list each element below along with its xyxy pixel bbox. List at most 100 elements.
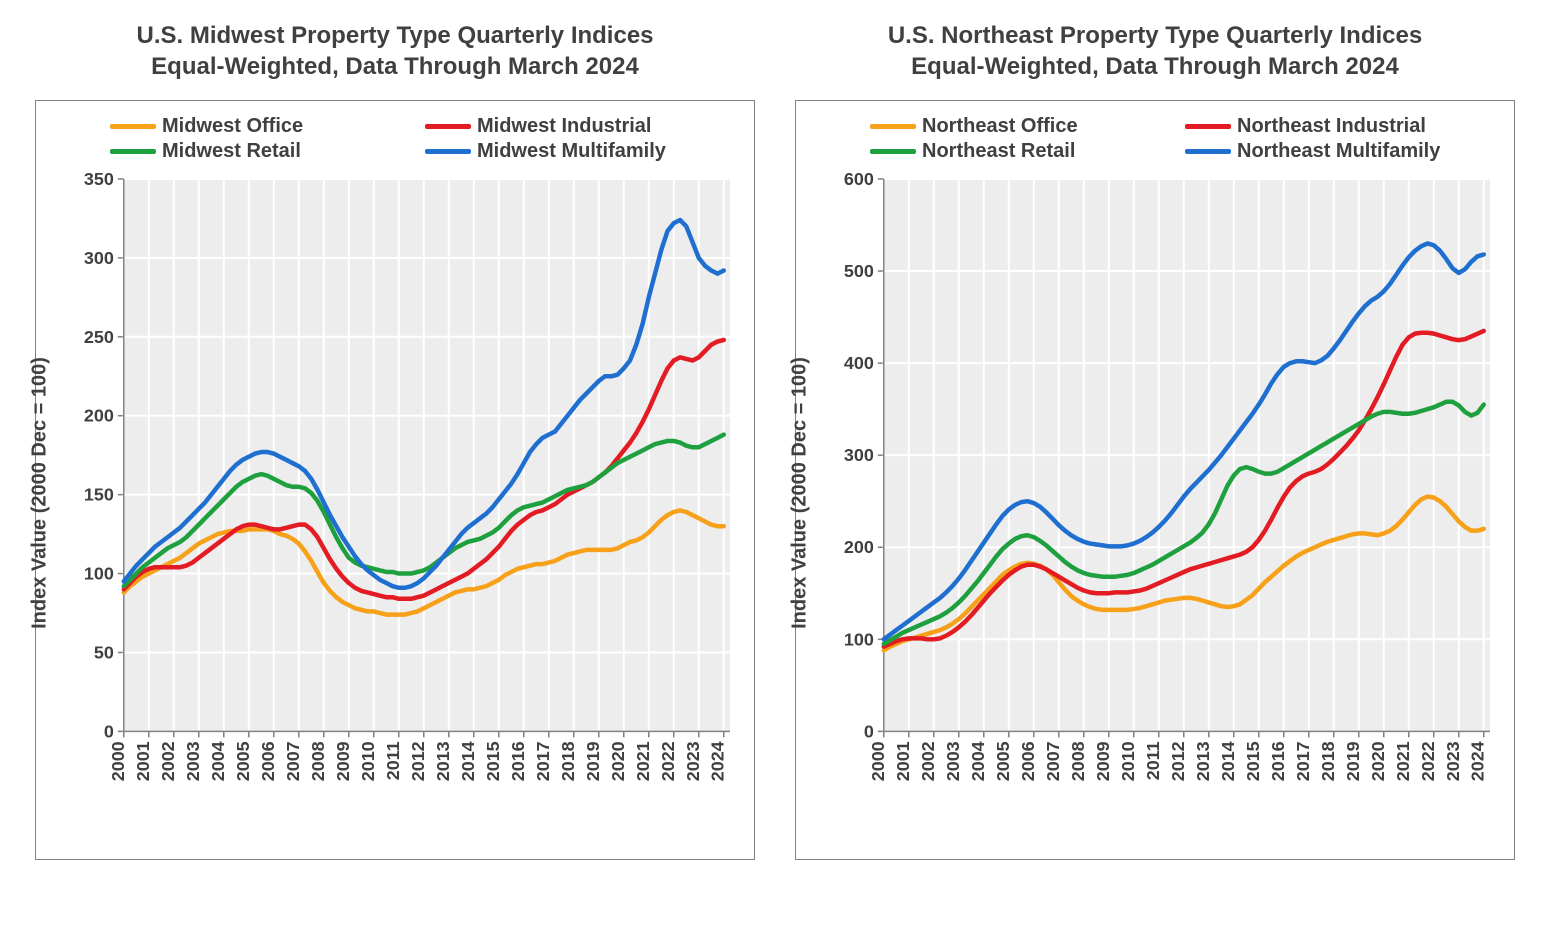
svg-text:2023: 2023 (683, 742, 703, 782)
svg-text:2020: 2020 (1368, 742, 1388, 782)
svg-text:2012: 2012 (408, 742, 428, 782)
legend-item: Midwest Industrial (425, 115, 740, 138)
legend-label: Northeast Industrial (1237, 115, 1426, 138)
legend-swatch (870, 124, 916, 129)
svg-text:2018: 2018 (558, 742, 578, 782)
svg-text:2008: 2008 (1068, 742, 1088, 782)
svg-text:2005: 2005 (993, 742, 1013, 782)
midwest-panel: U.S. Midwest Property Type Quarterly Ind… (30, 20, 760, 907)
svg-text:0: 0 (864, 722, 874, 742)
svg-text:2003: 2003 (943, 742, 963, 782)
midwest-legend: Midwest OfficeMidwest IndustrialMidwest … (50, 115, 740, 165)
svg-text:2012: 2012 (1168, 742, 1188, 782)
svg-text:2014: 2014 (458, 742, 478, 782)
svg-text:2019: 2019 (1343, 742, 1363, 782)
legend-swatch (110, 124, 156, 129)
svg-text:2022: 2022 (1418, 742, 1438, 782)
svg-text:2009: 2009 (333, 742, 353, 782)
legend-label: Midwest Multifamily (477, 140, 666, 163)
northeast-chart-frame: Northeast OfficeNortheast IndustrialNort… (795, 100, 1515, 860)
svg-text:2009: 2009 (1093, 742, 1113, 782)
svg-text:2017: 2017 (1293, 742, 1313, 782)
svg-text:2006: 2006 (258, 742, 278, 782)
svg-text:2005: 2005 (233, 742, 253, 782)
svg-text:2016: 2016 (508, 742, 528, 782)
svg-text:2024: 2024 (1468, 742, 1488, 782)
svg-text:2024: 2024 (708, 742, 728, 782)
northeast-legend: Northeast OfficeNortheast IndustrialNort… (810, 115, 1500, 165)
svg-text:2016: 2016 (1268, 742, 1288, 782)
legend-item: Northeast Industrial (1185, 115, 1500, 138)
legend-item: Northeast Multifamily (1185, 140, 1500, 163)
page: U.S. Midwest Property Type Quarterly Ind… (0, 0, 1550, 927)
svg-text:2021: 2021 (1393, 742, 1413, 782)
svg-text:2010: 2010 (358, 742, 378, 782)
svg-text:2011: 2011 (1143, 742, 1163, 781)
svg-text:2001: 2001 (133, 742, 153, 782)
legend-label: Northeast Retail (922, 140, 1075, 163)
svg-text:2006: 2006 (1018, 742, 1038, 782)
svg-text:200: 200 (844, 538, 874, 558)
svg-text:2010: 2010 (1118, 742, 1138, 782)
legend-item: Northeast Retail (870, 140, 1185, 163)
svg-text:2020: 2020 (608, 742, 628, 782)
svg-text:100: 100 (844, 630, 874, 650)
svg-text:2003: 2003 (183, 742, 203, 782)
northeast-title: U.S. Northeast Property Type Quarterly I… (888, 20, 1422, 82)
legend-label: Northeast Multifamily (1237, 140, 1440, 163)
legend-item: Northeast Office (870, 115, 1185, 138)
legend-swatch (870, 149, 916, 154)
legend-swatch (110, 149, 156, 154)
svg-text:2007: 2007 (283, 742, 303, 782)
legend-label: Northeast Office (922, 115, 1078, 138)
legend-swatch (425, 149, 471, 154)
svg-text:2000: 2000 (108, 742, 128, 782)
svg-text:2015: 2015 (483, 742, 503, 782)
svg-text:300: 300 (84, 248, 114, 268)
svg-text:2019: 2019 (583, 742, 603, 782)
svg-text:2023: 2023 (1443, 742, 1463, 782)
svg-text:2022: 2022 (658, 742, 678, 782)
svg-text:2015: 2015 (1243, 742, 1263, 782)
svg-text:2007: 2007 (1043, 742, 1063, 782)
svg-text:2004: 2004 (208, 742, 228, 782)
svg-text:400: 400 (844, 353, 874, 373)
svg-text:0: 0 (104, 722, 114, 742)
legend-label: Midwest Retail (162, 140, 301, 163)
midwest-chart-svg: 0501001502002503003502000200120022003200… (50, 173, 740, 811)
svg-text:2018: 2018 (1318, 742, 1338, 782)
legend-label: Midwest Office (162, 115, 303, 138)
legend-item: Midwest Office (110, 115, 425, 138)
legend-swatch (425, 124, 471, 129)
svg-text:2000: 2000 (868, 742, 888, 782)
svg-text:2002: 2002 (918, 742, 938, 782)
midwest-chart-body: Index Value (2000 Dec = 100) 05010015020… (50, 173, 740, 813)
svg-text:600: 600 (844, 173, 874, 189)
svg-text:2011: 2011 (383, 742, 403, 781)
svg-text:2017: 2017 (533, 742, 553, 782)
svg-text:350: 350 (84, 173, 114, 189)
svg-text:2002: 2002 (158, 742, 178, 782)
northeast-chart-body: Index Value (2000 Dec = 100) 01002003004… (810, 173, 1500, 813)
midwest-y-axis-label: Index Value (2000 Dec = 100) (29, 357, 52, 629)
northeast-y-axis-label: Index Value (2000 Dec = 100) (789, 357, 812, 629)
svg-text:2014: 2014 (1218, 742, 1238, 782)
svg-text:300: 300 (844, 446, 874, 466)
legend-swatch (1185, 149, 1231, 154)
legend-item: Midwest Retail (110, 140, 425, 163)
svg-text:2013: 2013 (1193, 742, 1213, 782)
legend-swatch (1185, 124, 1231, 129)
svg-text:50: 50 (94, 643, 114, 663)
svg-text:100: 100 (84, 564, 114, 584)
midwest-chart-frame: Midwest OfficeMidwest IndustrialMidwest … (35, 100, 755, 860)
svg-text:150: 150 (84, 485, 114, 505)
svg-text:2004: 2004 (968, 742, 988, 782)
northeast-panel: U.S. Northeast Property Type Quarterly I… (790, 20, 1520, 907)
legend-item: Midwest Multifamily (425, 140, 740, 163)
svg-text:2001: 2001 (893, 742, 913, 782)
svg-text:200: 200 (84, 406, 114, 426)
svg-text:2008: 2008 (308, 742, 328, 782)
midwest-title: U.S. Midwest Property Type Quarterly Ind… (136, 20, 653, 82)
svg-text:250: 250 (84, 327, 114, 347)
svg-text:2021: 2021 (633, 742, 653, 782)
